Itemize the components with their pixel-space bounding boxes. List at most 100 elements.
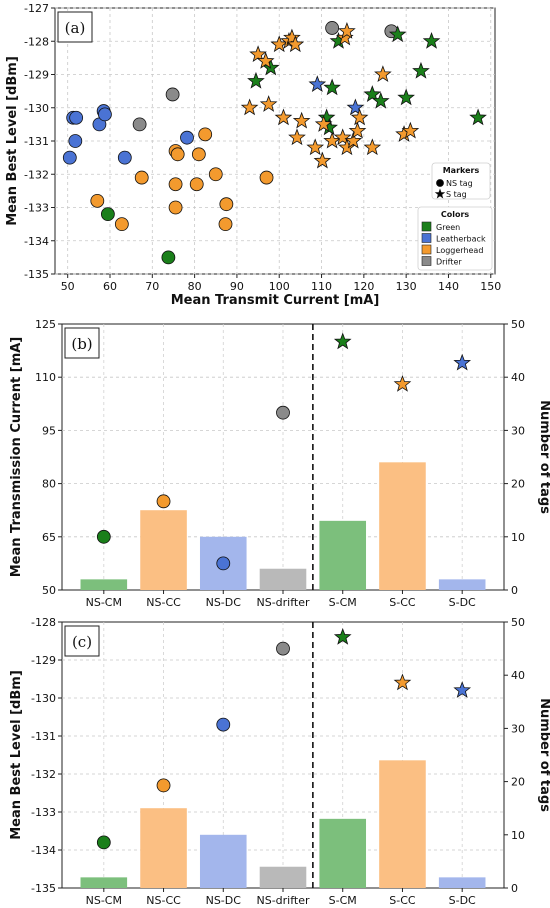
bar-ns-cc (140, 510, 187, 590)
bar-ns-drifter (259, 866, 307, 888)
loggerhead-ns-tag-point (259, 170, 274, 185)
point-s-cc (393, 673, 412, 691)
leatherback-s-tag-point (346, 98, 365, 116)
y2-tick-label: 20 (511, 776, 525, 789)
x-tick-label: 80 (188, 280, 202, 293)
y-tick-label: -134 (31, 844, 56, 857)
loggerhead-s-tag-point (323, 131, 341, 149)
legend-s-tag-label: S tag (446, 190, 467, 199)
green-s-tag-point (371, 91, 390, 109)
panel-b-y-ticks: 50 65 80 95 110 125 (35, 318, 62, 597)
leatherback-ns-tag-point (68, 134, 83, 148)
y-tick-label: -131 (24, 135, 49, 148)
loggerhead-ns-tag-point (208, 167, 223, 182)
loggerhead-s-tag-point (333, 128, 352, 146)
point-ns-cc (156, 494, 171, 509)
panel-b-bars (80, 462, 486, 590)
loggerhead-s-tag-point (348, 121, 367, 139)
green-s-tag-point (422, 31, 441, 49)
y-tick-label: 110 (35, 371, 56, 384)
x-tick-label-ns-cc: NS-CC (146, 894, 181, 907)
legend-green-label: Green (436, 223, 460, 232)
green-s-tag-point (397, 88, 415, 106)
legend-drifter-label: Drifter (436, 258, 462, 267)
leatherback-ns-tag-point (62, 150, 77, 165)
x-tick-label-s-cm: S-CM (329, 596, 357, 609)
y-tick-label: -132 (31, 768, 56, 781)
loggerhead-s-tag-point (338, 22, 356, 39)
x-tick-label-ns-cm: NS-CM (86, 596, 122, 609)
x-tick-label-s-dc: S-DC (449, 894, 476, 907)
y2-tick-label: 30 (511, 722, 525, 735)
bar-ns-drifter (259, 568, 307, 590)
x-tick-label: 100 (269, 280, 290, 293)
green-s-tag-point (363, 85, 382, 102)
x-tick-label-s-cc: S-CC (389, 894, 416, 907)
drifter-ns-tag-point (132, 117, 147, 132)
panel-b-label-box (64, 327, 100, 359)
bar-s-cm (319, 818, 367, 888)
leatherback-ns-tag-point (180, 130, 194, 145)
loggerhead-s-tag-point (292, 111, 311, 129)
green-s-tag-point (247, 71, 265, 89)
panel-c-ylabel: Mean Best Level [dBm] (9, 670, 24, 840)
loggerhead-s-tag-point (288, 128, 306, 146)
panel-b-ylabel: Mean Transmission Current [mA] (9, 337, 24, 578)
y2-tick-label: 50 (511, 616, 525, 629)
x-tick-label-ns-drifter: NS-drifter (256, 894, 310, 907)
y2-tick-label: 50 (511, 318, 525, 331)
panel-a-label-box (57, 11, 93, 43)
y2-tick-label: 40 (511, 371, 525, 384)
legend-leatherback-swatch (421, 233, 432, 243)
x-tick-label-ns-cm: NS-CM (86, 894, 122, 907)
x-tick-label: 140 (438, 280, 459, 293)
panel-b-y2-ticks: 0 10 20 30 40 50 (504, 318, 525, 597)
drifter-ns-tag-point (325, 21, 340, 35)
panel-c-label-box (64, 625, 100, 657)
x-tick-label-s-cc: S-CC (389, 596, 416, 609)
y2-tick-label: 0 (511, 584, 518, 597)
x-tick-label-s-dc: S-DC (449, 596, 476, 609)
y2-tick-label: 20 (511, 478, 525, 491)
legend-markers-title: Markers (443, 166, 480, 175)
panel-c-y-ticks: -135 -134 -133 -132 -131 -130 -129 -128 (31, 616, 62, 895)
bar-s-dc (438, 579, 486, 590)
loggerhead-ns-tag-point (170, 147, 185, 162)
panel-c-y2-ticks: 0 10 20 30 40 50 (504, 616, 525, 895)
bar-s-cc (379, 760, 426, 888)
y-tick-label: -133 (24, 202, 49, 215)
leatherback-s-tag-point (308, 75, 327, 92)
y2-tick-label: 10 (511, 531, 525, 544)
x-tick-label-ns-drifter: NS-drifter (256, 596, 310, 609)
loggerhead-ns-tag-point (168, 200, 183, 215)
panel-c-y2label: Number of tags (537, 698, 550, 812)
bar-ns-cc (140, 808, 187, 888)
loggerhead-s-tag-point (314, 115, 333, 132)
leatherback-ns-tag-point (69, 110, 84, 125)
point-s-cc (393, 375, 412, 392)
loggerhead-s-tag-point (350, 108, 369, 126)
point-ns-cm (96, 529, 111, 544)
legend-markers: Markers NS tag S tag (431, 162, 491, 200)
panel-a-x-ticks: 50 60 70 80 90 100 110 120 130 140 150 (61, 274, 501, 293)
y-tick-label: -134 (24, 235, 49, 248)
y-tick-label: -128 (24, 35, 49, 48)
bar-ns-dc (199, 834, 247, 888)
loggerhead-ns-tag-point (168, 177, 183, 192)
y-tick-label: -131 (31, 730, 56, 743)
panel-c-x-ticks: NS-CM NS-CC NS-DC NS-drifter S-CM S-CC S-DC (86, 888, 476, 907)
loggerhead-ns-tag-point (218, 217, 233, 232)
loggerhead-s-tag-point (240, 98, 259, 116)
bar-ns-cm (80, 877, 128, 888)
loggerhead-ns-tag-point (219, 197, 234, 212)
panel-c-bar: -135 -134 -133 -132 -131 -130 -129 -128 0 10 20 30… (9, 616, 550, 907)
x-tick-label-ns-cc: NS-CC (146, 596, 181, 609)
legend-leatherback-label: Leatherback (436, 235, 486, 244)
x-tick-label: 70 (145, 280, 159, 293)
loggerhead-ns-tag-point (134, 170, 149, 185)
y2-tick-label: 30 (511, 424, 525, 437)
x-tick-label: 110 (311, 280, 332, 293)
panel-a-points (62, 21, 487, 265)
y-tick-label: -132 (24, 168, 49, 181)
